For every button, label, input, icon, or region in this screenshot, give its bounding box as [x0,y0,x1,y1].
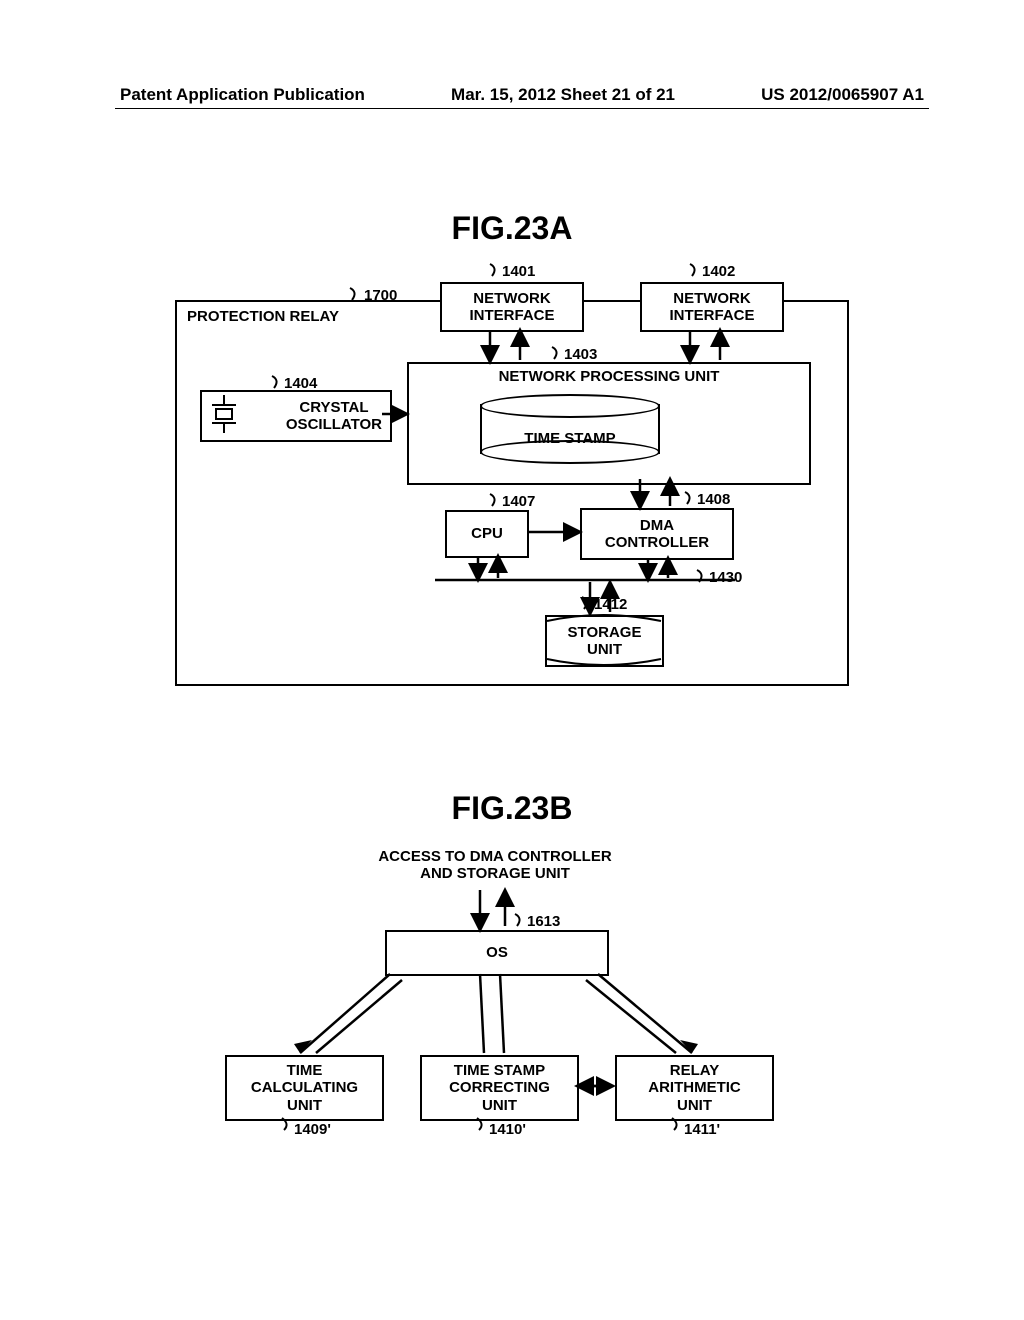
fig-b-arrows [0,0,1024,1320]
